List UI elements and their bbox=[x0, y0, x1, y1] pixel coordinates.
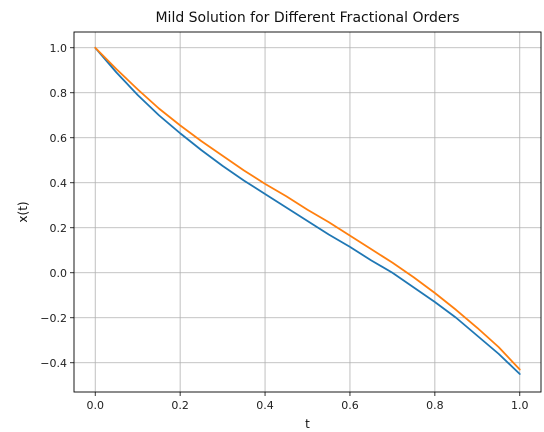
x-axis-ticks: 0.0 0.2 0.4 0.6 0.8 1.0 bbox=[86, 392, 529, 412]
y-axis-label: x(t) bbox=[16, 201, 30, 222]
chart-title: Mild Solution for Different Fractional O… bbox=[155, 10, 459, 26]
y-tick-label: −0.4 bbox=[40, 357, 67, 370]
x-tick-label: 0.4 bbox=[256, 399, 274, 412]
y-tick-label: 0.8 bbox=[50, 87, 68, 100]
y-tick-label: 1.0 bbox=[50, 42, 68, 55]
x-axis-label: t bbox=[305, 417, 310, 431]
x-tick-label: 0.6 bbox=[341, 399, 359, 412]
y-tick-label: 0.4 bbox=[50, 177, 68, 190]
x-tick-label: 0.0 bbox=[86, 399, 104, 412]
y-tick-label: 0.2 bbox=[50, 222, 68, 235]
plot-frame bbox=[73, 31, 542, 393]
x-tick-label: 1.0 bbox=[511, 399, 529, 412]
x-tick-label: 0.2 bbox=[171, 399, 189, 412]
y-tick-label: 0.6 bbox=[50, 132, 68, 145]
series-line-2 bbox=[94, 46, 521, 371]
y-tick-label: 0.0 bbox=[50, 267, 68, 280]
series-line-1 bbox=[94, 46, 521, 375]
y-tick-label: −0.2 bbox=[40, 312, 67, 325]
x-tick-label: 0.8 bbox=[426, 399, 444, 412]
y-axis-ticks: −0.4 −0.2 0.0 0.2 0.4 0.6 0.8 1.0 bbox=[40, 42, 74, 370]
grid bbox=[74, 32, 541, 392]
series-layer bbox=[94, 46, 521, 375]
